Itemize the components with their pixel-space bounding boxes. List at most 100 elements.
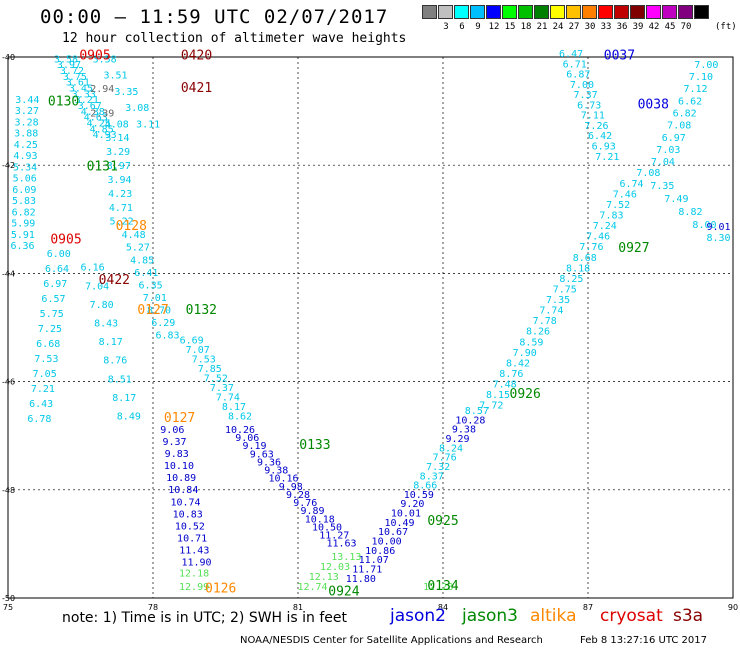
color-swatch [486, 5, 501, 19]
gridlines [8, 57, 733, 598]
wave-height-point: 3.08 [125, 103, 149, 114]
color-swatch [662, 5, 677, 19]
wave-height-point: 4.85 [130, 255, 154, 266]
wave-height-point: 8.82 [678, 207, 702, 218]
wave-height-point: 11.43 [179, 545, 209, 556]
wave-height-point: 6.78 [27, 414, 51, 425]
wave-height-point: 9.28 [286, 490, 310, 501]
legend-item-altika: altika [530, 606, 577, 626]
wave-height-point: 10.00 [372, 537, 402, 548]
wave-height-point: 8.43 [94, 318, 118, 329]
wave-height-point: 10.71 [177, 533, 207, 544]
wave-height-point: 7.00 [694, 60, 718, 71]
wave-height-point: 3.21 [75, 95, 99, 106]
chart-subtitle: 12 hour collection of altimeter wave hei… [62, 31, 407, 46]
wave-height-point: 7.04 [85, 281, 109, 292]
color-swatch [566, 5, 581, 19]
wave-height-point: 3.44 [15, 95, 39, 106]
pass-label: 0130 [48, 95, 79, 110]
wave-height-point: 10.59 [404, 490, 434, 501]
wave-height-point: 7.35 [546, 295, 570, 306]
wave-height-point: 8.00 [692, 220, 716, 231]
wave-height-point: 6.42 [588, 131, 612, 142]
wave-height-point: 7.07 [186, 345, 210, 356]
wave-height-point: 7.08 [636, 168, 660, 179]
wave-height-point: 7.35 [650, 181, 674, 192]
color-swatch [630, 5, 645, 19]
pass-label: 0924 [328, 584, 359, 599]
wave-height-point: 3.28 [15, 117, 39, 128]
tick-labels: 75 78 81 84 87 90 -40 -42 -44 -46 -48 -50 [2, 53, 738, 612]
wave-height-point: 3.97 [107, 161, 131, 172]
wave-height-point: 7.83 [599, 211, 623, 222]
wave-height-point: 8.26 [526, 327, 550, 338]
wave-height-point: 6.36 [10, 241, 34, 252]
wave-height-point: 8.76 [103, 356, 127, 367]
wave-height-point: 7.05 [33, 369, 57, 380]
color-scale-label: 21 [536, 22, 548, 32]
color-scale-label: 42 [648, 22, 660, 32]
wave-height-point: 8.25 [559, 274, 583, 285]
wave-height-point: 7.46 [613, 189, 637, 200]
x-tick-label: 78 [148, 603, 158, 612]
wave-height-point: 5.99 [11, 219, 35, 230]
wave-height-point: 8.68 [573, 253, 597, 264]
pass-label: 0420 [181, 49, 212, 64]
wave-height-point: 6.09 [12, 185, 36, 196]
wave-height-point: 7.48 [493, 380, 517, 391]
x-tick-label: 87 [583, 603, 593, 612]
data-points: 3.583.973.723.753.613.453.333.213.674.38… [10, 49, 730, 593]
color-swatch [518, 5, 533, 19]
wave-height-point: 7.78 [533, 316, 557, 327]
wave-height-point: 6.82 [673, 109, 697, 120]
y-tick-label: -44 [2, 269, 15, 278]
wave-height-point: 10.84 [168, 485, 198, 496]
wave-height-point: 3.58 [93, 54, 117, 65]
wave-height-point: 9.89 [300, 506, 324, 517]
legend-item-s3a: s3a [673, 606, 704, 626]
wave-height-point: 6.16 [81, 263, 105, 274]
wave-height-point: 7.80 [90, 300, 114, 311]
wave-height-point: 5.91 [11, 230, 35, 241]
color-swatch [550, 5, 565, 19]
wave-height-point: 3.35 [114, 87, 138, 98]
color-swatch [454, 5, 469, 19]
wave-height-point: 10.83 [173, 509, 203, 520]
wave-height-point: 3.33 [72, 89, 96, 100]
wave-height-point: 7.25 [38, 324, 62, 335]
color-swatch [678, 5, 693, 19]
wave-height-point: 3.88 [14, 129, 38, 140]
wave-height-point: 12.13 [309, 572, 339, 583]
chart-title: 00:00 – 11:59 UTC 02/07/2017 [40, 6, 389, 28]
pass-label: 0131 [87, 160, 118, 175]
wave-height-point: 8.17 [222, 402, 246, 413]
wave-height-point: 11.80 [346, 574, 376, 585]
wave-height-point: 7.04 [651, 157, 675, 168]
wave-height-point: 5.22 [110, 217, 134, 228]
x-tick-label: 75 [3, 603, 13, 612]
wave-height-point: 2.39 [90, 109, 114, 120]
pass-label: 0037 [604, 49, 635, 64]
color-swatch [422, 5, 437, 19]
wave-height-point: 9.29 [445, 434, 469, 445]
wave-height-point: 4.85 [90, 124, 114, 135]
color-scale-label: 27 [568, 22, 580, 32]
wave-height-point: 7.76 [579, 242, 603, 253]
wave-height-point: 6.97 [43, 279, 67, 290]
wave-height-point: 10.28 [455, 415, 485, 426]
wave-height-point: 10.01 [391, 509, 421, 520]
wave-height-point: 9.36 [257, 457, 281, 468]
wave-height-point: 6.47 [559, 49, 583, 60]
wave-height-point: 6.97 [662, 133, 686, 144]
wave-height-point: 9.63 [250, 449, 274, 460]
color-scale-label: 36 [616, 22, 628, 32]
wave-height-point: 4.93 [13, 151, 37, 162]
color-scale-unit: (ft) [715, 22, 737, 32]
wave-height-point: 9.38 [264, 466, 288, 477]
wave-height-point: 8.66 [413, 481, 437, 492]
wave-height-point: 9.06 [235, 433, 259, 444]
wave-height-point: 11.90 [181, 558, 211, 569]
pass-label: 0133 [299, 438, 330, 453]
color-swatch [438, 5, 453, 19]
wave-height-point: 7.49 [664, 194, 688, 205]
